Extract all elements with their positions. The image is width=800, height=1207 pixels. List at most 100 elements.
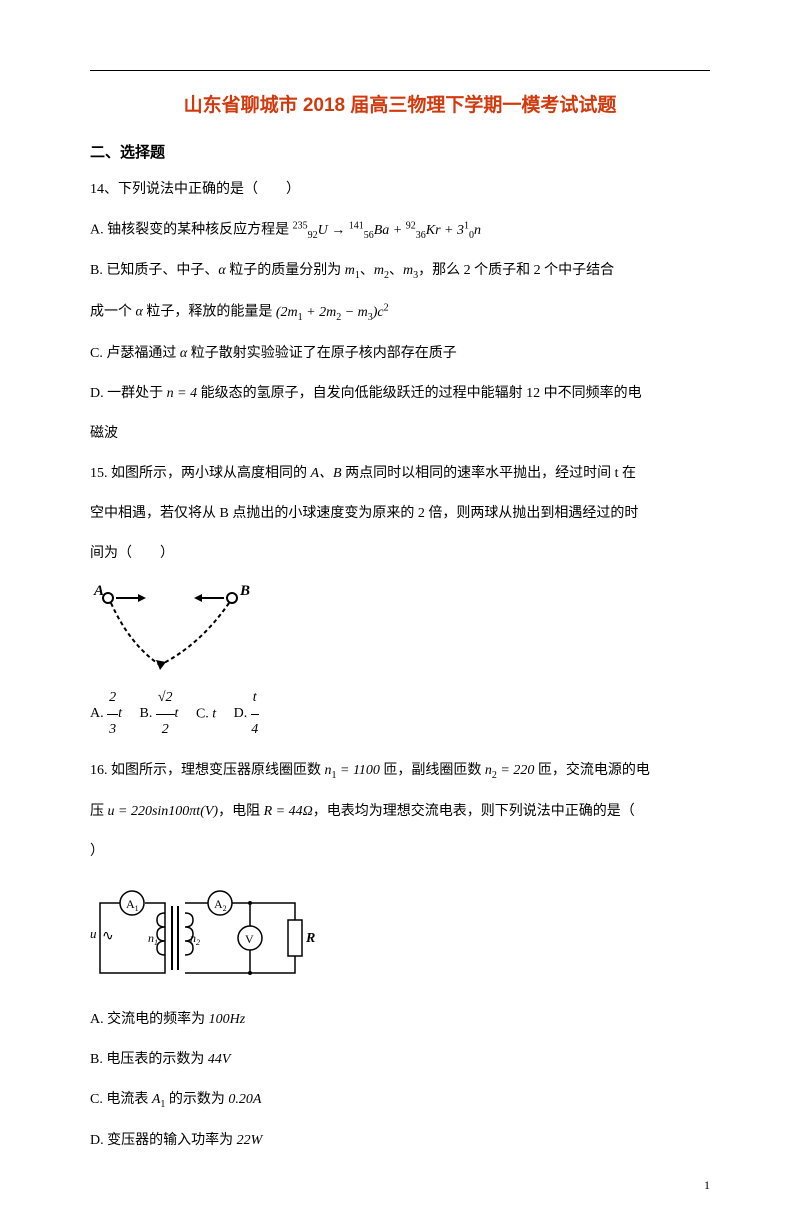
q16-option-d: D. 变压器的输入功率为 22W	[90, 1127, 710, 1155]
m1: m1	[345, 263, 360, 278]
q14-b-l2b: 粒子，释放的能量是	[143, 305, 276, 320]
n1-sym: n	[325, 763, 332, 778]
q14-a-formula: 23592U → 14156Ba + 9236Kr + 310n	[293, 223, 481, 238]
q16-stem-line3: ）	[90, 838, 710, 866]
wire-r3	[185, 956, 295, 973]
alpha-symbol: α	[218, 263, 225, 278]
q15-opt-a: A. 23t	[90, 706, 122, 721]
q15-stem-line1: 15. 如图所示，两小球从高度相同的 A、B 两点同时以相同的速率水平抛出，经过…	[90, 460, 710, 488]
node-2	[248, 971, 252, 975]
v44: 44V	[208, 1052, 231, 1067]
q15-stem-line2: 空中相遇，若仅将从 B 点抛出的小球速度变为原来的 2 倍，则两球从抛出到相遇经…	[90, 500, 710, 528]
q14-b-l2a: 成一个	[90, 305, 136, 320]
header-rule	[90, 70, 710, 71]
q14-option-c: C. 卢瑟福通过 α 粒子散射实验验证了在原子核内部存在质子	[90, 340, 710, 368]
arrow-a-head	[138, 594, 146, 602]
q14-option-b-line2: 成一个 α 粒子，释放的能量是 (2m1 + 2m2 − m3)c2	[90, 298, 710, 327]
m2: m2	[374, 263, 389, 278]
r-formula: R = 44Ω	[264, 804, 313, 819]
n2: n2 = 220	[485, 763, 534, 778]
path-b	[160, 603, 229, 665]
alpha-symbol-2: α	[136, 305, 143, 320]
m3: m3	[403, 263, 418, 278]
q14-option-d-line2: 磁波	[90, 420, 710, 448]
q14-option-a: A. 铀核裂变的某种核反应方程是 23592U → 14156Ba + 9236…	[90, 216, 710, 245]
section-heading: 二、选择题	[90, 141, 710, 162]
label-b: B	[239, 583, 250, 599]
q16-s6: ，电表均为理想交流电表，则下列说法中正确的是（	[313, 804, 635, 819]
q14-stem: 14、下列说法中正确的是（ ）	[90, 176, 710, 204]
m3-sym: m	[403, 263, 413, 278]
q14-c-pre: C. 卢瑟福通过	[90, 346, 180, 361]
n2-sym: n	[485, 763, 492, 778]
q14-b-mid2: ，那么 2 个质子和 2 个中子结合	[418, 263, 614, 278]
label-a: A	[93, 583, 104, 599]
t-c: t	[212, 706, 216, 721]
q14-b-mid1: 粒子的质量分别为	[226, 263, 345, 278]
u-formula: u = 220sin100πt(V)	[108, 804, 219, 819]
ball-b	[227, 593, 237, 603]
path-a	[111, 603, 160, 665]
node-1	[248, 901, 252, 905]
q15-s1: 15. 如图所示，两小球从高度相同的	[90, 466, 311, 481]
q16-s5: ，电阻	[218, 804, 264, 819]
q15-opt-d: D. t4	[234, 706, 259, 721]
q14-b-pre: B. 已知质子、中子、	[90, 263, 218, 278]
meeting-point	[156, 660, 166, 670]
q15-opt-c: C. t	[196, 706, 216, 721]
coil-primary	[157, 913, 165, 955]
q14-option-d-line1: D. 一群处于 n = 4 能级态的氢原子，自发向低能级跃迁的过程中能辐射 12…	[90, 380, 710, 408]
q14-c-post: 粒子散射实验验证了在原子核内部存在质子	[187, 346, 457, 361]
page: 山东省聊城市 2018 届高三物理下学期一模考试试题 二、选择题 14、下列说法…	[0, 0, 800, 1207]
q16-s4: 压	[90, 804, 108, 819]
exam-title: 山东省聊城市 2018 届高三物理下学期一模考试试题	[90, 90, 710, 117]
q14-option-b-line1: B. 已知质子、中子、α 粒子的质量分别为 m1、m2、m3，那么 2 个质子和…	[90, 257, 710, 286]
q16-c-text: C. 电流表	[90, 1092, 152, 1107]
t-b: t	[175, 706, 179, 721]
q15-opt-b: B. √22t	[140, 706, 179, 721]
q15-stem-line3: 间为（ ）	[90, 540, 710, 568]
q16-option-b: B. 电压表的示数为 44V	[90, 1046, 710, 1074]
m2-sym: m	[374, 263, 384, 278]
q16-figure: u ∿ A1 n1 n2 A2 V	[90, 878, 710, 998]
m1-sym: m	[345, 263, 355, 278]
q16-s2: 匝，副线圈匝数	[380, 763, 485, 778]
resistor	[288, 920, 302, 956]
n1-val: = 1100	[337, 763, 380, 778]
n-eq-4: n = 4	[167, 386, 197, 401]
w22: 22W	[237, 1133, 263, 1148]
r-label: R	[305, 931, 315, 946]
t-a: t	[118, 706, 122, 721]
n2-label: n2	[190, 931, 200, 947]
ac-symbol: ∿	[102, 929, 114, 944]
a1-sym: A1	[152, 1092, 166, 1107]
u-label: u	[90, 926, 97, 941]
q14-b-energy: (2m1 + 2m2 − m3)c2	[276, 305, 389, 320]
q16-d-text: D. 变压器的输入功率为	[90, 1133, 237, 1148]
q14-d-pre: D. 一群处于	[90, 386, 167, 401]
q16-stem-line1: 16. 如图所示，理想变压器原线圈匝数 n1 = 1100 匝，副线圈匝数 n2…	[90, 757, 710, 786]
wire-r2	[232, 903, 295, 920]
ab-label: A、B	[311, 466, 342, 481]
q16-s3: 匝，交流电源的电	[534, 763, 650, 778]
q16-c-text2: 的示数为	[165, 1092, 228, 1107]
optc-label: C.	[196, 706, 212, 721]
q16-stem-line2: 压 u = 220sin100πt(V)，电阻 R = 44Ω，电表均为理想交流…	[90, 798, 710, 826]
q15-options: A. 23t B. √22t C. t D. t4	[90, 683, 710, 746]
transformer-circuit: u ∿ A1 n1 n2 A2 V	[90, 878, 320, 998]
a02: 0.20A	[228, 1092, 261, 1107]
optd-label: D.	[234, 706, 251, 721]
arrow-b-head	[194, 594, 202, 602]
q14-d-post: 能级态的氢原子，自发向低能级跃迁的过程中能辐射 12 中不同频率的电	[197, 386, 642, 401]
page-number: 1	[704, 1178, 710, 1193]
q16-a-text: A. 交流电的频率为	[90, 1012, 209, 1027]
hz: 100Hz	[209, 1012, 246, 1027]
q15-figure: A B	[90, 580, 710, 675]
v-text: V	[245, 932, 254, 946]
q14-a-text: A. 铀核裂变的某种核反应方程是	[90, 223, 293, 238]
n2-val: = 220	[497, 763, 534, 778]
q16-option-c: C. 电流表 A1 的示数为 0.20A	[90, 1086, 710, 1115]
q16-b-text: B. 电压表的示数为	[90, 1052, 208, 1067]
ball-a	[103, 593, 113, 603]
n1: n1 = 1100	[325, 763, 380, 778]
